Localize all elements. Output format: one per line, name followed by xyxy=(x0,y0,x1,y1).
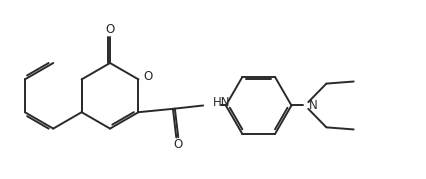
Text: O: O xyxy=(105,23,115,36)
Text: O: O xyxy=(143,70,153,83)
Text: HN: HN xyxy=(213,96,230,109)
Text: N: N xyxy=(309,99,317,112)
Text: O: O xyxy=(173,139,182,151)
